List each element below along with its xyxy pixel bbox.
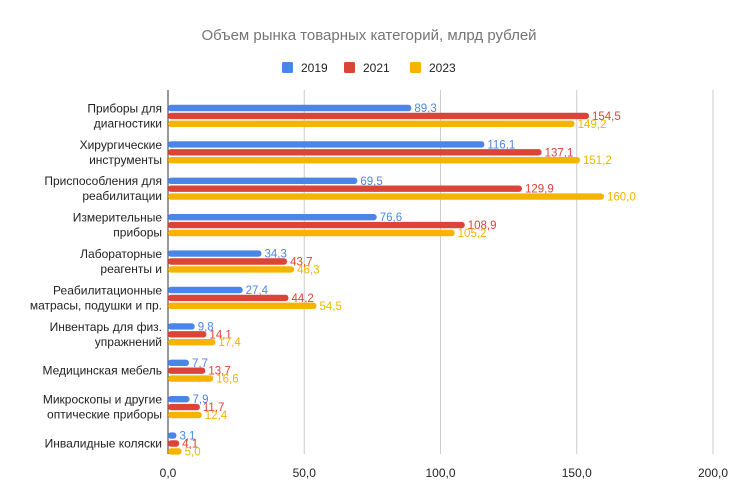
category-label-4-1: реагенты и (100, 262, 162, 276)
data-label-2021-2: 129,9 (525, 184, 554, 196)
category-label-4-0: Лабораторные (80, 247, 162, 261)
data-label-2019-6: 9,8 (198, 321, 214, 333)
bar-2023-8 (168, 411, 202, 419)
bar-2021-7 (168, 367, 206, 374)
category-label-9-0: Инвалидные коляски (45, 437, 162, 451)
bar-2019-9 (168, 432, 177, 439)
category-label-1-1: инструменты (89, 153, 162, 167)
legend-label-2: 2023 (429, 61, 456, 75)
category-label-6-0: Инвентарь для физ. (50, 320, 162, 334)
category-label-6-1: упражнений (95, 335, 162, 349)
data-label-2019-9: 3,1 (179, 431, 195, 443)
bar-2023-5 (168, 302, 317, 309)
x-axis-ticks: 0,0 50,0 100,0 150,0 200,0 (160, 466, 729, 480)
bar-2019-5 (168, 286, 243, 294)
legend-swatch-2 (410, 62, 421, 73)
bar-2021-6 (168, 331, 207, 338)
data-label-2021-7: 13,7 (208, 366, 230, 378)
bar-2023-2 (168, 193, 604, 200)
bar-2023-7 (168, 375, 214, 382)
data-label-2023-2: 160,0 (607, 192, 636, 204)
bar-2021-3 (168, 221, 465, 229)
bar-2023-9 (168, 448, 182, 455)
bar-2019-7 (168, 359, 189, 366)
legend: 2019 2021 2023 (282, 61, 456, 75)
chart-title: Объем рынка товарных категорий, млрд руб… (201, 27, 536, 44)
data-label-2021-4: 43,7 (290, 257, 312, 269)
data-label-2021-8: 11,7 (203, 402, 225, 414)
data-label-2023-3: 105,2 (458, 228, 487, 240)
x-tick-label-1: 50,0 (293, 466, 317, 480)
data-label-2019-0: 89,3 (414, 103, 436, 115)
legend-swatch-1 (344, 62, 355, 73)
data-label-2019-1: 116,1 (487, 139, 515, 151)
bar-2019-2 (168, 177, 358, 184)
legend-label-0: 2019 (301, 61, 328, 75)
category-label-0-1: диагностики (94, 116, 162, 130)
category-label-2-0: Приспособления для (44, 174, 162, 188)
bar-2023-4 (168, 266, 295, 273)
data-label-2023-4: 46,3 (297, 264, 319, 276)
x-tick-label-0: 0,0 (160, 466, 177, 480)
data-label-2019-8: 7,9 (193, 394, 209, 406)
data-label-2023-0: 149,2 (578, 119, 607, 131)
bar-2023-0 (168, 120, 575, 127)
legend-label-1: 2021 (363, 61, 390, 75)
data-label-2023-8: 12,4 (205, 410, 228, 422)
bar-2019-3 (168, 214, 377, 221)
bar-2021-8 (168, 403, 200, 411)
bar-2021-5 (168, 294, 289, 302)
bar-2021-4 (168, 258, 288, 265)
category-label-5-0: Реабилитационные (53, 283, 162, 297)
data-label-2021-0: 154,5 (592, 111, 621, 123)
category-label-3-1: приборы (113, 226, 162, 240)
data-label-2019-5: 27,4 (246, 285, 269, 297)
data-label-2021-3: 108,9 (468, 220, 497, 232)
category-label-3-0: Измерительные (73, 211, 163, 225)
category-label-7-0: Медицинская мебель (42, 364, 162, 378)
bar-2021-0 (168, 112, 590, 120)
data-label-2019-7: 7,7 (192, 358, 208, 370)
bar-2019-0 (168, 104, 412, 112)
bar-2019-1 (168, 141, 485, 148)
x-tick-label-2: 100,0 (425, 466, 455, 480)
category-label-1-0: Хирургические (80, 138, 163, 152)
category-label-2-1: реабилитации (82, 189, 162, 203)
bar-2019-8 (168, 396, 190, 403)
data-label-2019-4: 34,3 (264, 249, 286, 261)
data-label-2021-5: 44,2 (291, 293, 313, 305)
category-label-0-0: Приборы для (87, 101, 162, 115)
data-label-2021-6: 14,1 (209, 329, 231, 341)
data-label-2021-9: 4,1 (182, 439, 198, 451)
data-label-2023-6: 17,4 (218, 337, 241, 349)
category-label-8-0: Микроскопы и другие (43, 393, 162, 407)
bar-2021-2 (168, 185, 522, 192)
bar-2021-9 (168, 440, 180, 447)
data-label-2023-7: 16,6 (216, 374, 238, 386)
data-label-2023-5: 54,5 (320, 301, 342, 313)
data-label-2023-9: 5,0 (185, 446, 201, 458)
legend-swatch-0 (282, 62, 293, 73)
data-label-2023-1: 151,2 (583, 155, 612, 167)
bar-2023-6 (168, 339, 216, 346)
bar-2023-3 (168, 229, 455, 237)
data-label-2021-1: 137,1 (545, 147, 574, 159)
data-label-2019-2: 69,5 (360, 176, 382, 188)
bar-2019-6 (168, 323, 195, 330)
bar-2021-1 (168, 149, 542, 156)
x-tick-label-4: 200,0 (698, 466, 728, 480)
bar-2023-1 (168, 157, 581, 164)
x-tick-label-3: 150,0 (562, 466, 592, 480)
data-label-2019-3: 76,6 (380, 212, 402, 224)
category-label-5-1: матрасы, подушки и пр. (30, 298, 162, 312)
category-label-8-1: оптические приборы (47, 408, 162, 422)
bar-2019-4 (168, 250, 262, 257)
